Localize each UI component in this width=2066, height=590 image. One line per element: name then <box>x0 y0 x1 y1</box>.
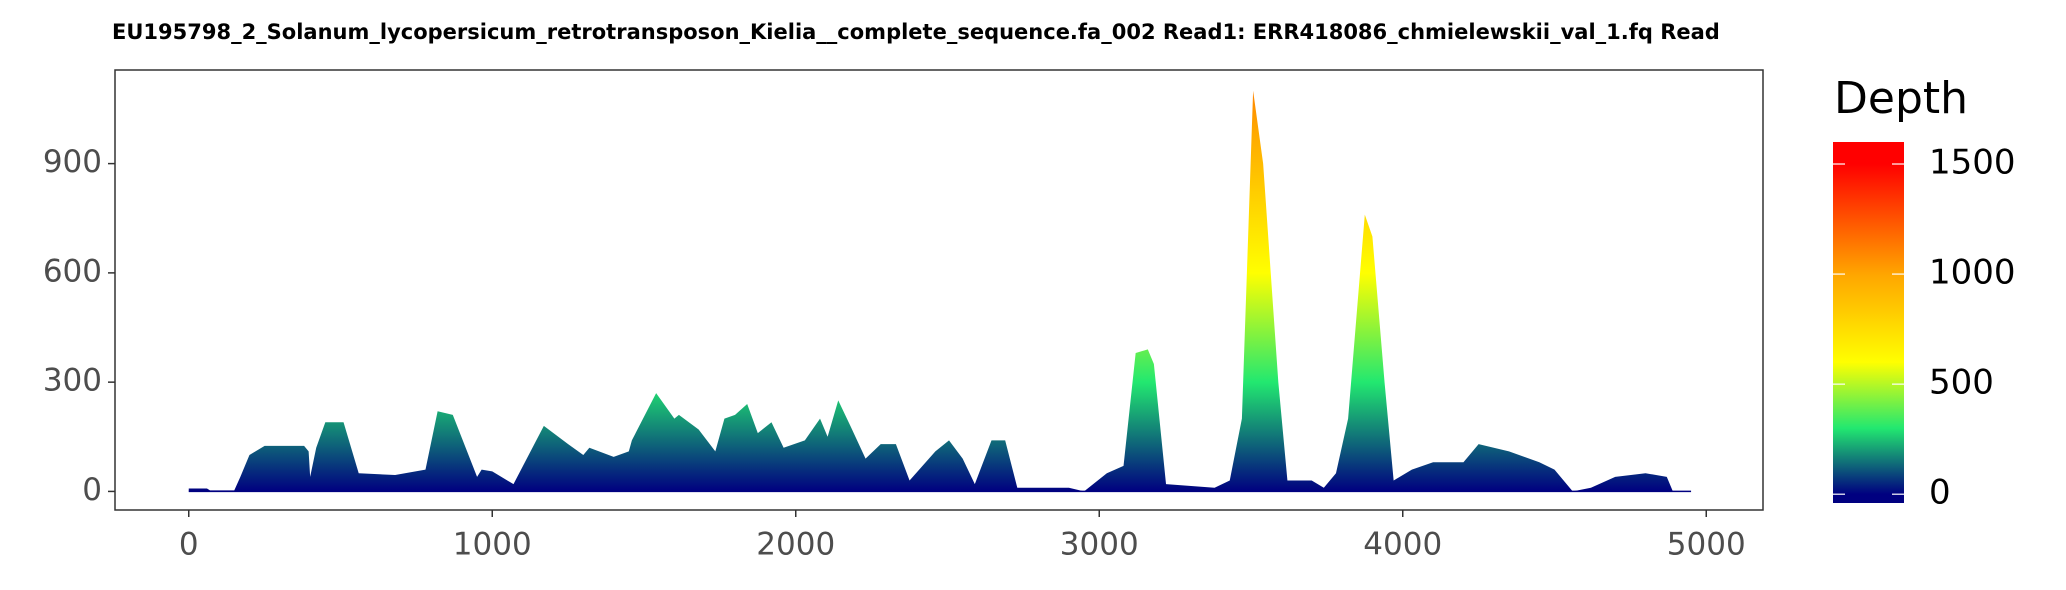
x-tick-label: 3000 <box>1060 527 1139 563</box>
colorbar <box>1833 142 1904 503</box>
legend-title: Depth <box>1834 73 1968 124</box>
y-tick-label: 0 <box>82 472 102 508</box>
x-tick-label: 0 <box>179 527 199 563</box>
depth-area <box>188 90 1692 492</box>
colorbar-label: 0 <box>1929 473 1951 513</box>
x-tick-label: 1000 <box>453 527 532 563</box>
colorbar-label: 1000 <box>1929 253 2016 293</box>
y-tick-label: 900 <box>43 144 102 180</box>
x-tick-label: 5000 <box>1667 527 1746 563</box>
y-tick-label: 600 <box>43 253 102 289</box>
colorbar-label: 1500 <box>1929 143 2016 183</box>
plot-border <box>114 69 1764 511</box>
x-tick-label: 2000 <box>756 527 835 563</box>
chart-title: EU195798_2_Solanum_lycopersicum_retrotra… <box>112 20 1720 44</box>
colorbar-label: 500 <box>1929 363 1994 403</box>
y-tick-label: 300 <box>43 363 102 399</box>
x-tick-label: 4000 <box>1363 527 1442 563</box>
plot-background <box>115 70 1763 510</box>
